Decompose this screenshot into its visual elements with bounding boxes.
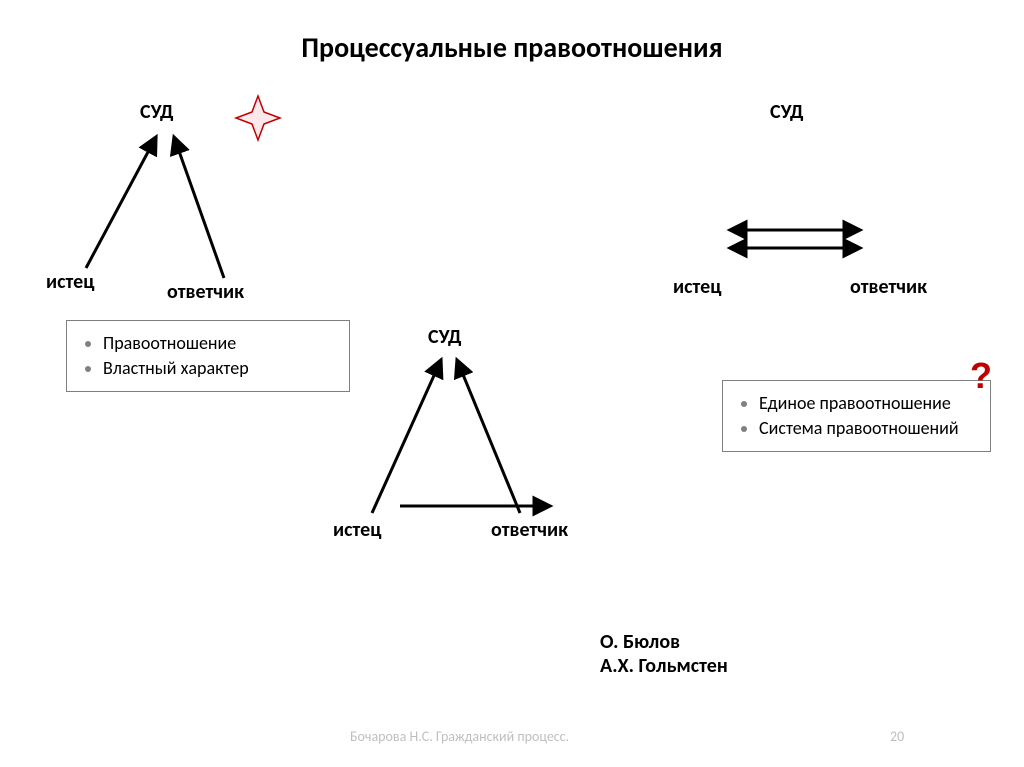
- label-defendant-1: ответчик: [167, 280, 244, 304]
- label-defendant-3: ответчик: [491, 518, 568, 542]
- label-plaintiff-1: истец: [46, 270, 94, 294]
- arrow-plaintiff3-to-court: [372, 360, 441, 513]
- box-right-notes: Единое правоотношение Система правоотнош…: [722, 380, 991, 452]
- arrow-defendant1-to-court: [174, 137, 224, 278]
- box1-item: Правоотношение: [103, 331, 335, 356]
- footer-page-number: 20: [890, 728, 904, 745]
- authors-block: О. Бюлов А.Х. Гольмстен: [600, 630, 728, 678]
- author-line: А.Х. Гольмстен: [600, 654, 728, 678]
- label-court-2: СУД: [770, 100, 804, 124]
- box-left-notes: Правоотношение Властный характер: [66, 320, 350, 392]
- arrow-defendant3-to-court: [457, 360, 520, 513]
- arrow-plaintiff1-to-court: [86, 137, 156, 268]
- box1-item: Властный характер: [103, 356, 335, 381]
- question-mark-icon: ?: [970, 355, 992, 397]
- label-plaintiff-2: истец: [673, 275, 721, 299]
- footer-text: Бочарова Н.С. Гражданский процесс.: [350, 728, 569, 745]
- label-court-3: СУД: [428, 325, 462, 349]
- box2-item: Система правоотношений: [759, 416, 976, 441]
- box2-item: Единое правоотношение: [759, 391, 976, 416]
- label-defendant-2: ответчик: [850, 275, 927, 299]
- label-court-1: СУД: [140, 100, 174, 124]
- author-line: О. Бюлов: [600, 630, 728, 654]
- label-plaintiff-3: истец: [333, 518, 381, 542]
- star-icon: [236, 96, 280, 140]
